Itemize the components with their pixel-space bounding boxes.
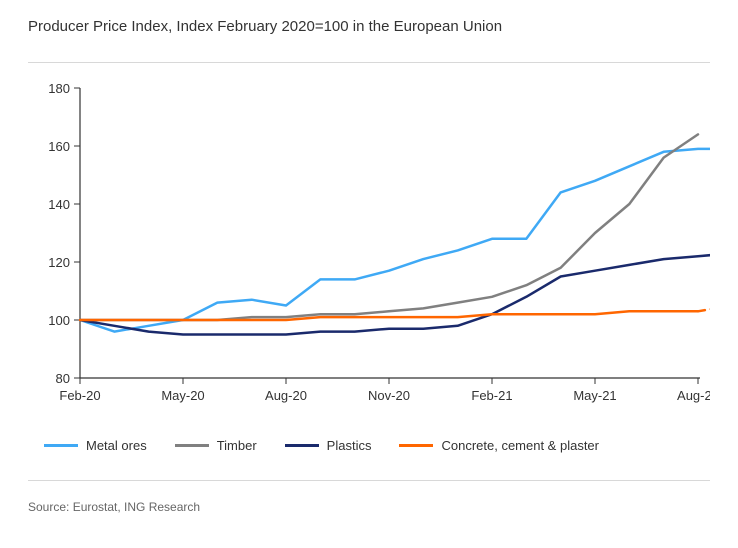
svg-text:Aug-21: Aug-21 bbox=[677, 388, 710, 403]
chart-svg: 80 100 120 140 160 180 Feb-20 May-20 Aug-20 Nov-2… bbox=[28, 78, 710, 418]
line-chart: 80 100 120 140 160 180 Feb-20 May-20 Aug-20 Nov-2… bbox=[28, 78, 710, 418]
divider-bottom bbox=[28, 480, 710, 481]
svg-text:Feb-20: Feb-20 bbox=[59, 388, 100, 403]
chart-title: Producer Price Index, Index February 202… bbox=[28, 18, 502, 35]
svg-text:May-21: May-21 bbox=[573, 388, 616, 403]
divider-top bbox=[28, 62, 710, 63]
legend-item: Plastics bbox=[285, 438, 372, 453]
source-text: Source: Eurostat, ING Research bbox=[28, 500, 200, 514]
svg-text:Feb-21: Feb-21 bbox=[471, 388, 512, 403]
legend-item: Timber bbox=[175, 438, 257, 453]
legend-item: Concrete, cement & plaster bbox=[399, 438, 599, 453]
svg-text:May-20: May-20 bbox=[161, 388, 204, 403]
svg-text:180: 180 bbox=[48, 81, 70, 96]
svg-text:160: 160 bbox=[48, 139, 70, 154]
legend-label: Timber bbox=[217, 438, 257, 453]
legend-item: Metal ores bbox=[44, 438, 147, 453]
legend-label: Metal ores bbox=[86, 438, 147, 453]
svg-text:120: 120 bbox=[48, 255, 70, 270]
legend-swatch bbox=[399, 444, 433, 447]
svg-text:Aug-20: Aug-20 bbox=[265, 388, 307, 403]
legend-swatch bbox=[44, 444, 78, 447]
chart-container: Producer Price Index, Index February 202… bbox=[0, 0, 738, 548]
legend-swatch bbox=[285, 444, 319, 447]
legend-label: Plastics bbox=[327, 438, 372, 453]
legend-label: Concrete, cement & plaster bbox=[441, 438, 599, 453]
svg-text:80: 80 bbox=[56, 371, 70, 386]
svg-text:140: 140 bbox=[48, 197, 70, 212]
legend-swatch bbox=[175, 444, 209, 447]
svg-text:100: 100 bbox=[48, 313, 70, 328]
svg-text:Nov-20: Nov-20 bbox=[368, 388, 410, 403]
legend: Metal ores Timber Plastics Concrete, cement… bbox=[44, 438, 710, 453]
